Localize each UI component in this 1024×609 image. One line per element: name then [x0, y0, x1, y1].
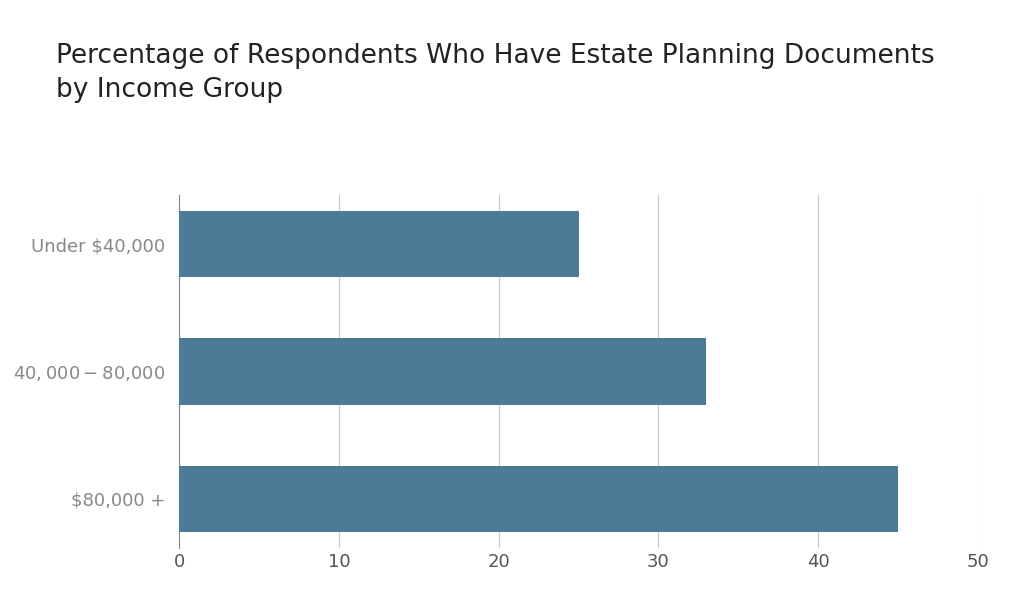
Bar — [179, 211, 579, 277]
Bar — [179, 466, 898, 532]
Text: Percentage of Respondents Who Have Estate Planning Documents
by Income Group: Percentage of Respondents Who Have Estat… — [56, 43, 935, 103]
Bar — [179, 339, 707, 404]
